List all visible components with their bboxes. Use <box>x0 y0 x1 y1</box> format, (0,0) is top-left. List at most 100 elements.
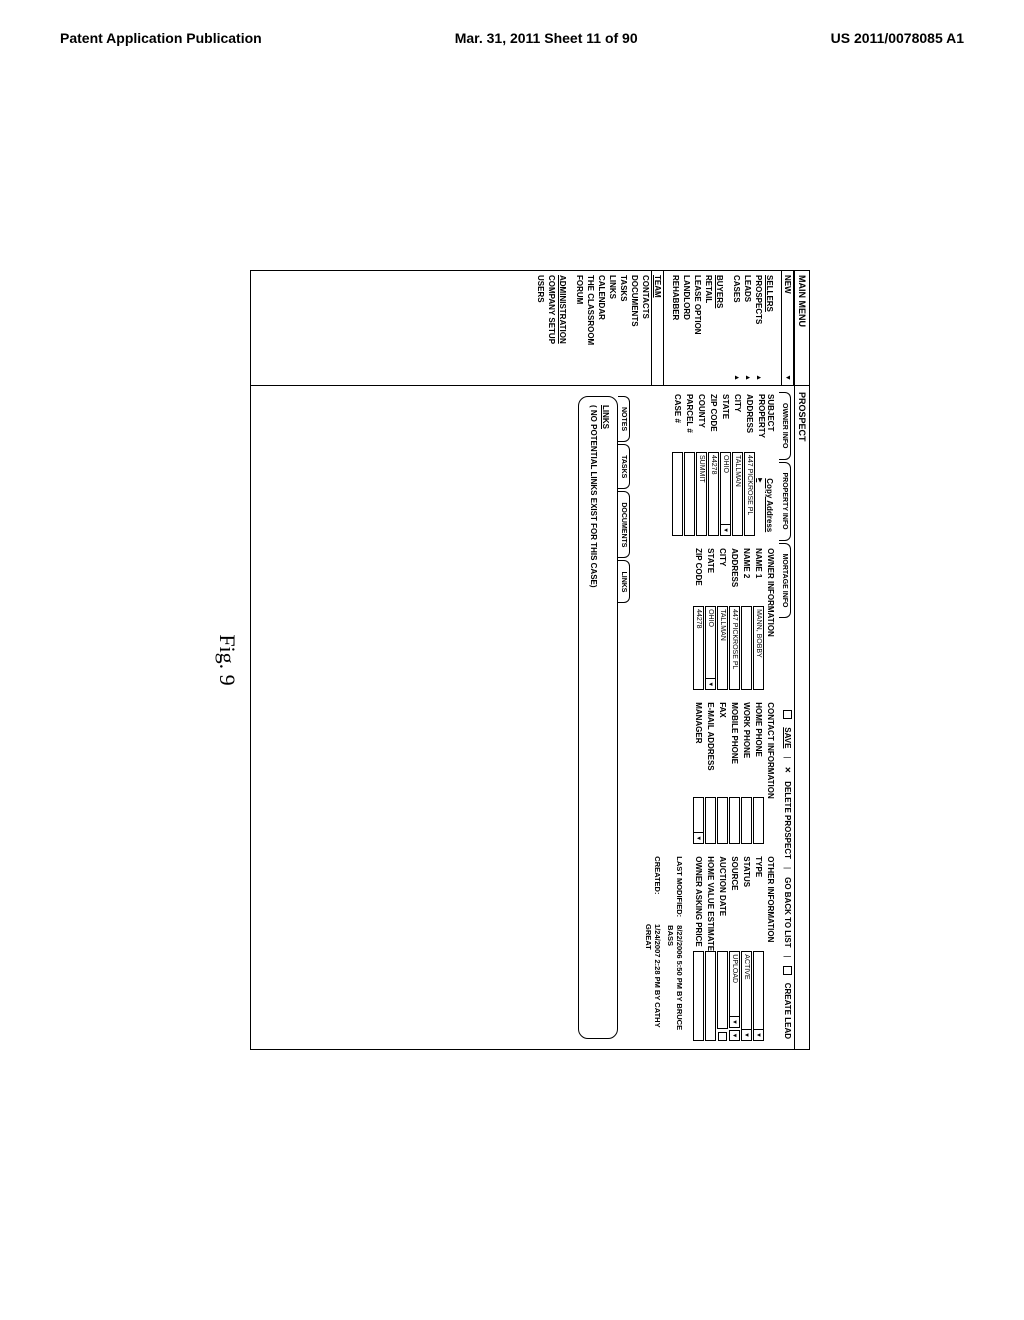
sidebar-item-label: PROSPECTS <box>754 275 763 324</box>
ot-source-select[interactable]: UPLOAD <box>729 951 740 1017</box>
sidebar-item-the-classroom[interactable]: THE CLASSROOM <box>585 271 596 385</box>
create-lead-button[interactable]: CREATE LEAD <box>783 983 792 1039</box>
oi-city-label: CITY <box>718 548 727 606</box>
subject-property-title: SUBJECT PROPERTY <box>757 394 775 474</box>
header-center: Mar. 31, 2011 Sheet 11 of 90 <box>455 30 638 46</box>
sidebar-item-forum[interactable]: FORUM <box>574 271 585 385</box>
toolbar: SAVE | ✕ DELETE PROSPECT | GO BACK TO LI… <box>781 626 794 1049</box>
ot-status-select[interactable]: ACTIVE <box>741 951 752 1030</box>
sp-county-input[interactable]: SUMMIT <box>696 452 707 536</box>
chevron-up-icon: ▲ <box>744 374 751 381</box>
sp-address-label: ADDRESS <box>745 394 754 452</box>
sidebar-item-label: CONTACTS <box>641 275 650 319</box>
sidebar-item-label: ADMINISTRATION <box>558 275 567 344</box>
chevron-down-icon[interactable]: ▼ <box>705 679 716 690</box>
tab-property-info[interactable]: PROPERTY INFO <box>779 462 791 541</box>
sidebar-item-documents[interactable]: DOCUMENTS <box>629 271 640 385</box>
save-button[interactable]: SAVE <box>783 727 792 748</box>
ot-auction-label: AUCTION DATE <box>718 856 727 951</box>
sidebar-item-rehabber[interactable]: REHABBER <box>670 271 681 385</box>
sidebar-item-calendar[interactable]: CALENDAR <box>596 271 607 385</box>
sidebar-item-team[interactable]: TEAM <box>651 271 664 385</box>
sidebar-new[interactable]: NEW ▼ <box>781 271 794 385</box>
ci-email-input[interactable] <box>705 797 716 844</box>
sidebar-item-retail[interactable]: RETAIL <box>703 271 714 385</box>
sidebar-item-cases[interactable]: CASES▲ <box>731 271 742 385</box>
ot-type-select[interactable] <box>753 951 764 1030</box>
ci-work-label: WORK PHONE <box>742 702 751 797</box>
sidebar-item-label: CALENDAR <box>597 275 606 320</box>
delete-button[interactable]: DELETE PROSPECT <box>783 781 792 859</box>
subtab-links[interactable]: LINKS <box>618 560 630 603</box>
sp-address-input[interactable]: 447 PICKROSE PL <box>744 452 755 536</box>
sp-city-input[interactable]: TALLMAN <box>732 452 743 536</box>
copy-address-link[interactable]: Copy Address ▸ <box>756 478 774 536</box>
sidebar-item-prospects[interactable]: PROSPECTS▲ <box>753 271 764 385</box>
sp-zip-input[interactable]: 44278 <box>708 452 719 536</box>
sidebar-item-lease-option[interactable]: LEASE OPTION <box>692 271 703 385</box>
oi-name2-label: NAME 2 <box>742 548 751 606</box>
owner-info-title: OWNER INFORMATION <box>766 548 775 690</box>
oi-address-input[interactable]: 447 PICKROSE PL <box>729 606 740 690</box>
app-window: MAIN MENU NEW ▼ SELLERSPROSPECTS▲LEADS▲C… <box>250 270 810 1050</box>
ci-home-input[interactable] <box>753 797 764 844</box>
back-button[interactable]: GO BACK TO LIST <box>783 877 792 948</box>
page-header: Patent Application Publication Mar. 31, … <box>0 0 1024 56</box>
sidebar-item-users[interactable]: USERS <box>535 271 546 385</box>
calendar-icon[interactable] <box>718 1032 727 1041</box>
sidebar-item-label: USERS <box>536 275 545 303</box>
sidebar-item-landlord[interactable]: LANDLORD <box>681 271 692 385</box>
ci-fax-input[interactable] <box>717 797 728 844</box>
chevron-down-icon[interactable]: ▼ <box>741 1030 752 1041</box>
oi-state-select[interactable]: OHIO <box>705 606 716 679</box>
oi-city-input[interactable]: TALLMAN <box>717 606 728 690</box>
sp-county-label: COUNTY <box>697 394 706 452</box>
create-icon <box>783 966 792 975</box>
sidebar-item-administration[interactable]: ADMINISTRATION <box>557 271 568 385</box>
col-contact-info: CONTACT INFORMATION HOME PHONE WORK PHON… <box>642 702 775 844</box>
ci-mobile-input[interactable] <box>729 797 740 844</box>
content-area: PROSPECT OWNER INFO PROPERTY INFO MORTAGE … <box>251 386 809 1049</box>
sidebar-item-contacts[interactable]: CONTACTS <box>640 271 651 385</box>
tab-owner-info[interactable]: OWNER INFO <box>779 392 791 460</box>
oi-zip-label: ZIP CODE <box>694 548 703 606</box>
chevron-down-icon[interactable]: ▼ <box>720 525 731 536</box>
ot-hve-input[interactable] <box>705 951 716 1041</box>
tab-mortage-info[interactable]: MORTAGE INFO <box>779 543 791 619</box>
oi-name1-input[interactable]: MANN, BOBBY <box>753 606 764 690</box>
subtab-tasks[interactable]: TASKS <box>618 444 630 489</box>
ot-asking-input[interactable] <box>693 951 704 1041</box>
sidebar-item-leads[interactable]: LEADS▲ <box>742 271 753 385</box>
sidebar-item-label: LEASE OPTION <box>693 275 702 335</box>
sidebar-item-sellers[interactable]: SELLERS <box>764 271 775 385</box>
created-label: CREATED: <box>644 856 662 924</box>
sp-state-select[interactable]: OHIO <box>720 452 731 525</box>
sidebar-item-company-setup[interactable]: COMPANY SETUP <box>546 271 557 385</box>
sp-case-label: CASE # <box>673 394 682 452</box>
oi-name2-input[interactable] <box>741 606 752 690</box>
sp-case-input[interactable] <box>672 452 683 536</box>
sidebar-item-tasks[interactable]: TASKS <box>618 271 629 385</box>
chevron-down-icon: ▼ <box>784 374 791 381</box>
sidebar-item-label: LINKS <box>608 275 617 299</box>
chevron-down-icon[interactable]: ▼ <box>729 1030 740 1041</box>
links-panel: LINKS ( NO POTENTIAL LINKS EXIST FOR THI… <box>578 396 618 1039</box>
created-value: 1/24/2007 2:28 PM BY CATHY GREAT <box>644 924 662 1041</box>
oi-zip-input[interactable]: 44278 <box>693 606 704 690</box>
ci-manager-select[interactable] <box>693 797 704 833</box>
chevron-down-icon[interactable]: ▼ <box>753 1030 764 1041</box>
sidebar-item-links[interactable]: LINKS <box>607 271 618 385</box>
subtab-notes[interactable]: NOTES <box>618 396 630 442</box>
subtab-documents[interactable]: DOCUMENTS <box>618 491 630 558</box>
sp-parcel-input[interactable] <box>684 452 695 536</box>
sp-city-label: CITY <box>733 394 742 452</box>
col-subject-property: SUBJECT PROPERTY Copy Address ▸ ADDRESS4… <box>642 394 775 536</box>
chevron-down-icon[interactable]: ▼ <box>693 833 704 844</box>
sidebar-item-label: THE CLASSROOM <box>586 275 595 345</box>
content-title: PROSPECT <box>794 386 809 1049</box>
ot-auction-input[interactable] <box>717 951 728 1029</box>
ci-work-input[interactable] <box>741 797 752 844</box>
chevron-down-icon[interactable]: ▼ <box>729 1017 740 1028</box>
last-modified-value: 8/22/2006 5:50 PM BY BRUCE BASS <box>666 925 684 1041</box>
sidebar-item-buyers[interactable]: BUYERS <box>714 271 725 385</box>
